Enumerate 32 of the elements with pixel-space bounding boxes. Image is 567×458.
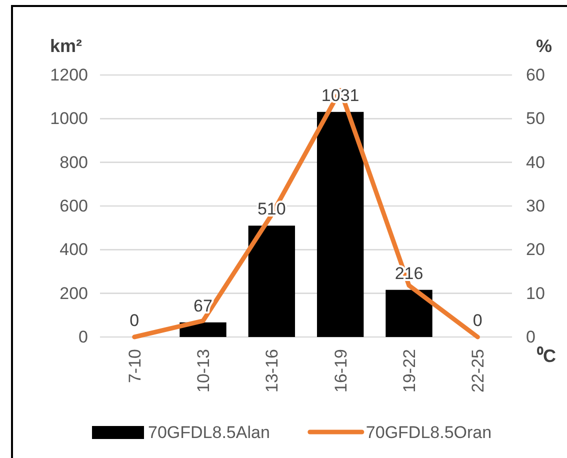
y2-axis-title: %	[536, 36, 552, 56]
y2-tick-label: 60	[526, 65, 545, 84]
bar	[316, 112, 364, 337]
x-axis-title: ⁰C	[537, 346, 556, 366]
y2-tick-label: 10	[526, 284, 545, 303]
y-tick-label: 200	[60, 284, 88, 303]
x-tick-label: 19-22	[400, 349, 419, 392]
x-tick-label: 13-16	[262, 349, 282, 392]
y-tick-label: 400	[60, 240, 88, 260]
y2-tick-label: 40	[526, 152, 545, 172]
bar	[386, 290, 432, 337]
y-tick-label: 1200	[50, 65, 88, 84]
bar	[248, 226, 296, 337]
y2-tick-label: 30	[526, 196, 545, 216]
data-label: 0	[130, 311, 140, 330]
data-label: 67	[194, 296, 212, 316]
y2-tick-label: 50	[526, 109, 545, 128]
legend-label: 70GFDL8.5Oran	[366, 423, 492, 442]
x-tick-label: 16-19	[331, 349, 350, 392]
x-tick-label: 7-10	[125, 349, 144, 384]
legend-label: 70GFDL8.5Alan	[148, 423, 270, 442]
y-tick-label: 0	[78, 327, 88, 346]
y-tick-label: 800	[60, 152, 88, 172]
y-tick-label: 1000	[50, 109, 88, 128]
line-series	[132, 88, 480, 340]
y2-tick-label: 0	[526, 327, 536, 346]
x-tick-label: 22-25	[468, 349, 488, 392]
y-tick-label: 600	[60, 196, 88, 216]
y-axis-title: km²	[50, 36, 82, 56]
x-tick-label: 10-13	[194, 349, 213, 392]
data-label: 0	[472, 311, 482, 330]
y2-tick-label: 20	[526, 240, 545, 260]
